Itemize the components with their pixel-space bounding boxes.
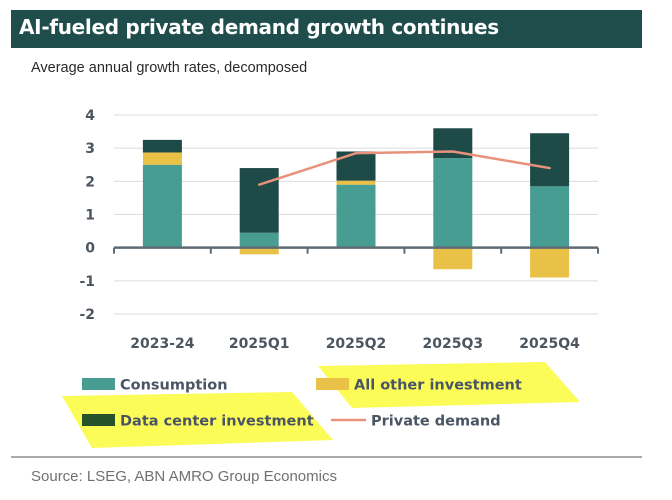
private-demand-line — [257, 150, 551, 186]
bar-all-other-investment — [239, 247, 279, 255]
x-axis-tick-labels: 2023-24 2025Q1 2025Q2 2025Q3 2025Q4 — [130, 336, 580, 352]
chart-canvas: 4 3 2 1 0 -1 -2 2023-24 2025Q1 2025Q2 2025Q3 2025Q… — [62, 108, 599, 448]
bar-data-center-investment — [530, 133, 570, 187]
private-demand-line-layer — [257, 150, 551, 186]
x-tick-label: 2025Q3 — [422, 336, 483, 352]
y-tick-label: 3 — [85, 141, 95, 157]
bar-data-center-investment — [239, 168, 279, 233]
legend-swatch-consumption — [82, 378, 115, 390]
bar-all-other-investment — [336, 180, 376, 185]
bar-consumption — [239, 232, 279, 248]
bars — [142, 128, 570, 278]
chart-subtitle: Average annual growth rates, decomposed — [31, 60, 308, 76]
x-tick-label: 2023-24 — [130, 336, 195, 352]
legend-swatch-data-center-investment — [82, 414, 115, 426]
legend-label-all-other-investment: All other investment — [354, 378, 522, 394]
bar-consumption — [530, 186, 570, 248]
x-tick-label: 2025Q2 — [326, 336, 387, 352]
x-axis — [113, 246, 599, 254]
y-tick-label: 2 — [85, 174, 95, 190]
y-tick-label: -1 — [79, 274, 95, 290]
highlighter-mark — [318, 362, 580, 408]
legend-label-consumption: Consumption — [120, 378, 228, 394]
source-divider — [11, 456, 642, 458]
source-note: Source: LSEG, ABN AMRO Group Economics — [31, 468, 337, 485]
bar-consumption — [142, 164, 182, 248]
bar-consumption — [336, 184, 376, 248]
bar-all-other-investment — [530, 247, 570, 278]
y-tick-label: 1 — [85, 208, 95, 224]
highlighter-mark — [62, 392, 333, 448]
bar-data-center-investment — [336, 151, 376, 181]
bar-consumption — [433, 158, 473, 248]
highlighter-marks — [62, 362, 580, 448]
legend-label-private-demand: Private demand — [371, 414, 501, 430]
legend-swatch-all-other-investment — [316, 378, 349, 390]
y-tick-label: 0 — [85, 241, 95, 257]
y-axis-tick-labels: 4 3 2 1 0 -1 -2 — [79, 108, 95, 323]
bar-data-center-investment — [142, 139, 182, 153]
legend-label-data-center-investment: Data center investment — [120, 414, 314, 430]
bar-all-other-investment — [142, 152, 182, 165]
chart-title: AI-fueled private demand growth continue… — [19, 15, 499, 39]
title-bar: AI-fueled private demand growth continue… — [11, 10, 642, 48]
legend: Consumption All other investment Data cent… — [82, 378, 522, 430]
y-tick-label: -2 — [79, 307, 95, 323]
y-tick-label: 4 — [85, 108, 95, 124]
x-tick-label: 2025Q4 — [519, 336, 580, 352]
x-tick-label: 2025Q1 — [229, 336, 290, 352]
bar-all-other-investment — [433, 247, 473, 270]
